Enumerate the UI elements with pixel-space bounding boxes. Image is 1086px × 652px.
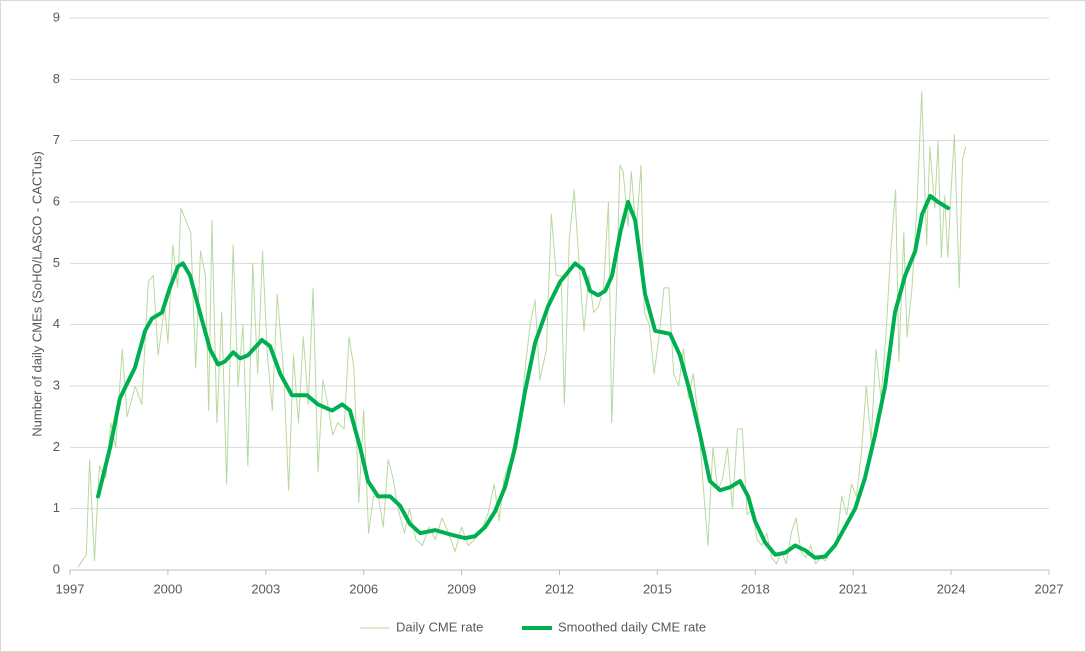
y-tick-label: 0 <box>53 561 60 576</box>
y-tick-label: 9 <box>53 9 60 24</box>
y-tick-label: 8 <box>53 71 60 86</box>
y-tick-label: 1 <box>53 500 60 515</box>
series-line <box>96 193 951 560</box>
x-tick-label: 2000 <box>153 581 182 596</box>
x-tick-label: 2018 <box>741 581 770 596</box>
x-tick-label: 2003 <box>251 581 280 596</box>
x-tick-label: 2006 <box>349 581 378 596</box>
x-tick-label: 2015 <box>643 581 672 596</box>
x-tick-label: 2021 <box>839 581 868 596</box>
y-tick-label: 6 <box>53 193 60 208</box>
y-axis-label: Number of daily CMEs (SoHO/LASCO - CACTu… <box>29 151 44 437</box>
series-line <box>77 91 967 568</box>
legend-label: Smoothed daily CME rate <box>558 619 706 634</box>
x-tick-label: 2009 <box>447 581 476 596</box>
y-tick-label: 4 <box>53 316 60 331</box>
x-tick-label: 2012 <box>545 581 574 596</box>
x-tick-label: 2024 <box>937 581 966 596</box>
x-tick-label: 2027 <box>1035 581 1064 596</box>
y-tick-label: 3 <box>53 377 60 392</box>
y-tick-label: 2 <box>53 439 60 454</box>
y-tick-label: 5 <box>53 255 60 270</box>
y-tick-label: 7 <box>53 132 60 147</box>
x-tick-label: 1997 <box>56 581 85 596</box>
legend-label: Daily CME rate <box>396 619 483 634</box>
